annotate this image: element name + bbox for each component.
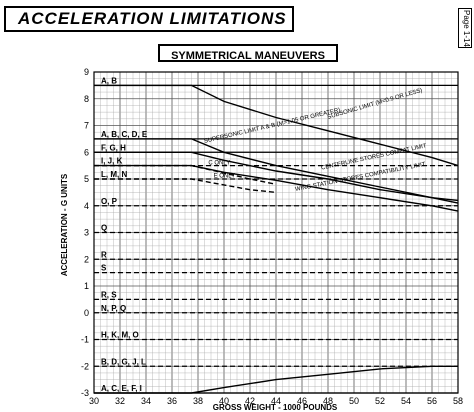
series-line (94, 178, 277, 194)
subtitle-box: SYMMETRICAL MANEUVERS (158, 44, 338, 62)
segment-label: F, G, H (101, 143, 126, 152)
x-tick-label: 56 (427, 396, 437, 406)
series-line (94, 365, 458, 394)
x-tick-label: 44 (271, 396, 281, 406)
chart-annotation: C ONLY (208, 160, 230, 166)
segment-label: A, B, C, D, E (101, 130, 148, 139)
tick-labels: 30 32 34 36 38 40 42 44 46 48 50 52 54 56 58-3-2-10123… (81, 67, 463, 406)
series-line (94, 164, 277, 185)
x-tick-label: 48 (323, 396, 333, 406)
x-axis-label: GROSS WEIGHT - 1000 POUNDS (213, 403, 338, 412)
x-tick-label: 34 (141, 396, 151, 406)
x-tick-label: 42 (245, 396, 255, 406)
series-line (94, 84, 459, 167)
segment-label: A, C, E, F, I (101, 384, 142, 393)
title-banner: ACCELERATION LIMITATIONS (4, 6, 294, 32)
y-tick-label: 6 (84, 147, 89, 157)
series-lines (94, 84, 459, 394)
segment-label: N, P, Q (101, 304, 126, 313)
y-tick-label: -1 (81, 335, 89, 345)
segment-label: H, K, M, O (101, 331, 139, 340)
x-tick-label: 30 (89, 396, 99, 406)
x-tick-label: 38 (193, 396, 203, 406)
segment-label: O, P (101, 197, 118, 206)
segment-label: R (101, 250, 107, 259)
y-tick-label: 5 (84, 174, 89, 184)
x-tick-label: 46 (297, 396, 307, 406)
y-tick-label: 8 (84, 94, 89, 104)
y-tick-label: 7 (84, 121, 89, 131)
chart-annotation: E ONLY (214, 174, 236, 180)
y-tick-label: -2 (81, 361, 89, 371)
y-tick-label: 1 (84, 281, 89, 291)
y-tick-label: 9 (84, 67, 89, 77)
series-line (94, 151, 459, 202)
y-tick-label: 3 (84, 228, 89, 238)
segment-label: A, B (101, 76, 117, 85)
x-tick-label: 40 (219, 396, 229, 406)
chart-grid (93, 71, 459, 394)
segment-label: R, S (101, 290, 117, 299)
chart-subtitle: SYMMETRICAL MANEUVERS (171, 50, 325, 62)
y-axis-label: ACCELERATION - G UNITS (60, 173, 69, 276)
y-tick-label: 4 (84, 201, 89, 211)
segment-label: L, M, N (101, 170, 127, 179)
x-tick-label: 36 (167, 396, 177, 406)
y-tick-label: 0 (84, 308, 89, 318)
x-tick-label: 32 (115, 396, 125, 406)
page-number: Page 1-14 (458, 8, 472, 48)
y-tick-label: -3 (81, 388, 89, 398)
page-title: ACCELERATION LIMITATIONS (18, 9, 287, 28)
segment-label: I, J, K (101, 157, 123, 166)
chart-annotation: SUBSONIC LIMIT (M=0.9 OR LESS) (327, 88, 423, 121)
x-tick-label: 58 (453, 396, 463, 406)
x-tick-label: 54 (401, 396, 411, 406)
x-tick-label: 52 (375, 396, 385, 406)
x-tick-label: 50 (349, 396, 359, 406)
series-line (94, 164, 459, 212)
y-tick-label: 2 (84, 254, 89, 264)
segment-label: S (101, 264, 107, 273)
segment-label: Q (101, 224, 107, 233)
segment-label: B, D, G, J, L (101, 357, 146, 366)
